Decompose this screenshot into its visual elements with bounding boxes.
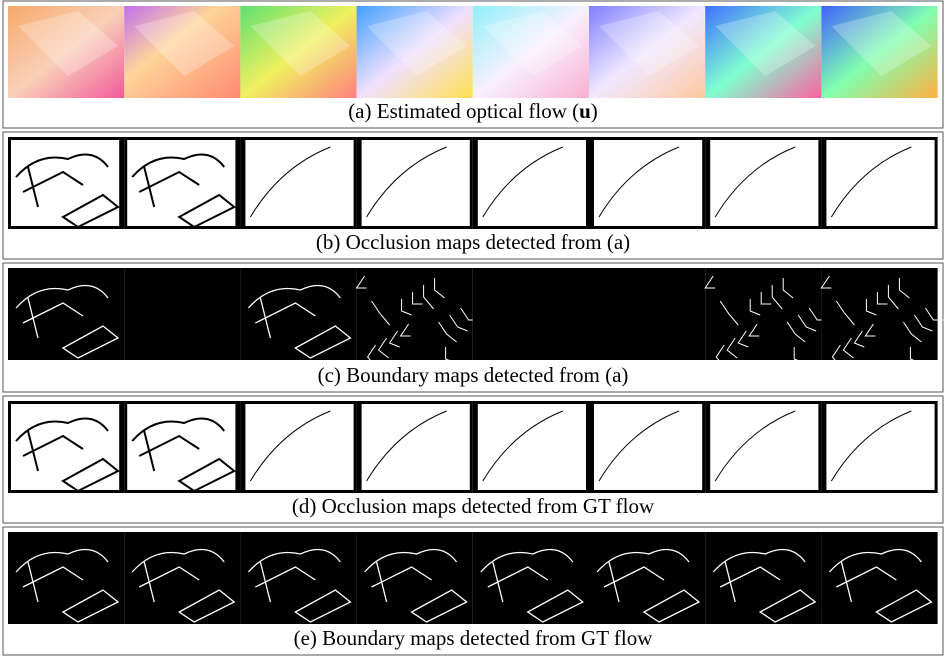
- occlusion-area: [362, 140, 470, 226]
- occlusion-area: [826, 404, 934, 490]
- panel: (e) Boundary maps detected from GT flow: [3, 527, 943, 655]
- caption-part: (a) Estimated optical flow (: [348, 99, 579, 123]
- occlusion-area: [826, 140, 934, 226]
- boundary-image: [357, 268, 473, 360]
- occlusion-area: [710, 404, 818, 490]
- boundary-image: [473, 268, 589, 360]
- boundary-image: [705, 268, 821, 360]
- boundary-image: [589, 268, 705, 360]
- occlusion-area: [245, 404, 353, 490]
- caption: (d) Occlusion maps detected from GT flow: [292, 494, 655, 518]
- panel: (b) Occlusion maps detected from (a): [3, 132, 943, 259]
- caption: (e) Boundary maps detected from GT flow: [294, 626, 654, 650]
- occlusion-area: [594, 140, 702, 226]
- boundary-image: [124, 268, 240, 360]
- panel: (c) Boundary maps detected from (a): [3, 263, 943, 392]
- figure: (a) Estimated optical flow (u) (b) Occlus…: [0, 0, 947, 656]
- occlusion-area: [127, 140, 235, 226]
- occlusion-area: [710, 140, 818, 226]
- boundary-image: [821, 268, 937, 360]
- caption-part: ): [591, 99, 598, 123]
- caption: (a) Estimated optical flow (u): [348, 99, 598, 123]
- caption-part: (d) Occlusion maps detected from GT flow: [292, 494, 655, 518]
- panel: (a) Estimated optical flow (u): [3, 1, 943, 128]
- caption: (b) Occlusion maps detected from (a): [316, 230, 630, 254]
- caption-part: (b) Occlusion maps detected from (a): [316, 230, 630, 254]
- occlusion-area: [478, 140, 586, 226]
- occlusion-area: [11, 404, 119, 490]
- caption-part: u: [579, 99, 591, 123]
- panel: (d) Occlusion maps detected from GT flow: [3, 396, 943, 523]
- occlusion-area: [127, 404, 235, 490]
- occlusion-area: [11, 140, 119, 226]
- occlusion-area: [245, 140, 353, 226]
- caption-part: (c) Boundary maps detected from (a): [318, 363, 629, 387]
- occlusion-area: [594, 404, 702, 490]
- caption-part: (e) Boundary maps detected from GT flow: [294, 626, 654, 650]
- occlusion-area: [478, 404, 586, 490]
- caption: (c) Boundary maps detected from (a): [318, 363, 629, 387]
- page: {"figure": {"panels": [ {"caption": ["(a…: [0, 0, 947, 656]
- occlusion-area: [362, 404, 470, 490]
